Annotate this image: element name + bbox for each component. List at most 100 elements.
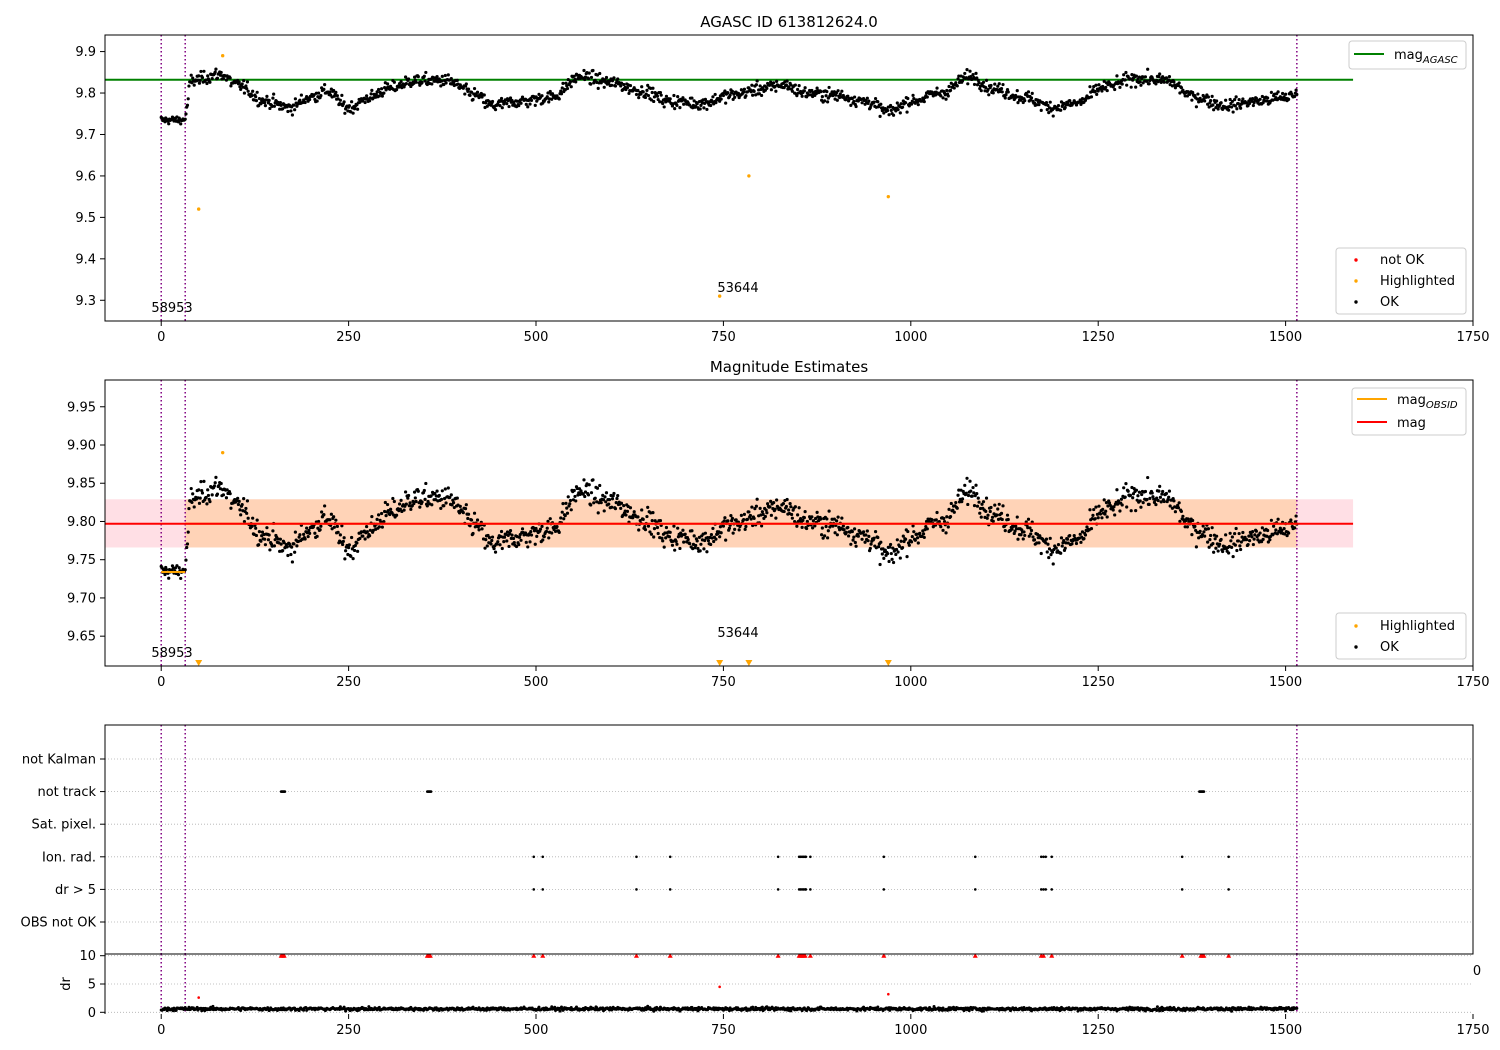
- ok-point: [980, 502, 984, 506]
- ok-point: [1276, 517, 1280, 521]
- ok-point: [215, 492, 220, 496]
- ok-point: [519, 101, 523, 105]
- ok-point: [435, 74, 439, 79]
- ok-point: [363, 100, 367, 105]
- ok-point: [1210, 526, 1214, 530]
- ok-point: [984, 496, 989, 500]
- ok-point: [589, 75, 594, 80]
- ok-point: [1085, 525, 1089, 529]
- ok-point: [334, 90, 338, 94]
- ok-point: [540, 524, 544, 529]
- ok-point: [726, 91, 730, 95]
- panel4-outliers: [197, 985, 890, 999]
- ok-point: [1190, 98, 1194, 102]
- ok-point: [485, 544, 489, 548]
- panel2-plot-content: [105, 380, 1354, 666]
- ok-point: [1289, 518, 1293, 522]
- ok-point: [772, 81, 776, 85]
- ok-point: [412, 490, 417, 494]
- ok-point: [1074, 541, 1079, 546]
- ok-point: [655, 525, 660, 530]
- ok-point: [1258, 531, 1262, 535]
- ok-point: [245, 499, 250, 503]
- ok-point: [1030, 91, 1034, 95]
- ok-point: [221, 493, 226, 497]
- ok-point: [1047, 555, 1051, 560]
- ok-point: [1206, 527, 1210, 531]
- ok-point: [1039, 108, 1043, 112]
- ok-point: [1203, 99, 1207, 103]
- ok-point: [993, 82, 997, 86]
- ok-point: [835, 98, 839, 102]
- ok-point: [592, 501, 596, 505]
- ok-point: [449, 493, 453, 497]
- x-tick-label-1750: 1750: [1456, 1023, 1489, 1038]
- ok-point: [799, 517, 803, 521]
- clipped-marker: [1179, 954, 1185, 958]
- ok-point: [239, 513, 243, 517]
- ok-point: [537, 92, 541, 96]
- ok-point: [838, 92, 842, 96]
- ok-point: [688, 542, 692, 546]
- ok-point: [1233, 543, 1237, 547]
- ok-point: [449, 77, 453, 81]
- ok-point: [1287, 97, 1291, 101]
- ok-point: [1013, 529, 1017, 533]
- ok-point: [500, 546, 504, 551]
- flag-point: [882, 855, 886, 859]
- ok-point: [852, 535, 856, 539]
- ok-point: [978, 84, 983, 88]
- ok-point: [865, 529, 869, 533]
- ok-point: [656, 531, 660, 536]
- ok-point: [1201, 524, 1205, 528]
- ok-point: [925, 95, 929, 99]
- ok-point: [988, 509, 992, 514]
- ok-point: [637, 528, 641, 532]
- ok-point: [1224, 98, 1228, 102]
- y-tick-label-9.9: 9.90: [67, 439, 96, 454]
- ok-point: [303, 537, 307, 541]
- ok-point: [911, 93, 915, 98]
- ok-point: [529, 533, 534, 537]
- ok-point: [595, 486, 600, 490]
- ok-point: [356, 107, 360, 111]
- ok-point: [429, 494, 433, 498]
- x-tick-label-1750: 1750: [1456, 330, 1489, 345]
- ok-point: [724, 538, 728, 542]
- ok-point: [185, 542, 190, 546]
- ok-point: [989, 83, 993, 88]
- ok-point: [925, 527, 929, 531]
- ok-point: [1079, 540, 1083, 544]
- panel2-legend-mag: magOBSID mag: [1351, 387, 1467, 436]
- ok-point: [1137, 490, 1142, 494]
- ok-point: [468, 93, 472, 97]
- ok-point: [1214, 105, 1218, 110]
- ok-point: [1239, 106, 1243, 110]
- ok-point: [706, 539, 711, 543]
- ok-point: [1003, 96, 1007, 100]
- ok-point: [854, 544, 858, 548]
- ok-point: [1236, 539, 1240, 543]
- ok-point: [498, 543, 502, 547]
- legend-ok-label: OK: [1380, 295, 1399, 310]
- ok-point: [636, 515, 640, 519]
- panel2-axes-frame: [104, 379, 1474, 667]
- below-range-marker: [745, 660, 753, 666]
- ok-point: [379, 511, 384, 516]
- ok-point: [963, 71, 967, 76]
- ok-point: [935, 86, 939, 90]
- ok-point: [742, 90, 746, 94]
- ok-point: [1248, 101, 1252, 106]
- ok-point: [245, 511, 249, 515]
- flag-point: [809, 855, 812, 859]
- ok-point: [607, 498, 612, 502]
- ok-point: [1029, 96, 1034, 100]
- ok-point: [987, 93, 991, 97]
- ok-point: [1167, 78, 1171, 82]
- ok-point: [356, 549, 360, 553]
- ok-point: [398, 507, 402, 511]
- ok-point: [293, 108, 297, 112]
- ok-point: [477, 528, 481, 532]
- ok-point: [566, 78, 570, 82]
